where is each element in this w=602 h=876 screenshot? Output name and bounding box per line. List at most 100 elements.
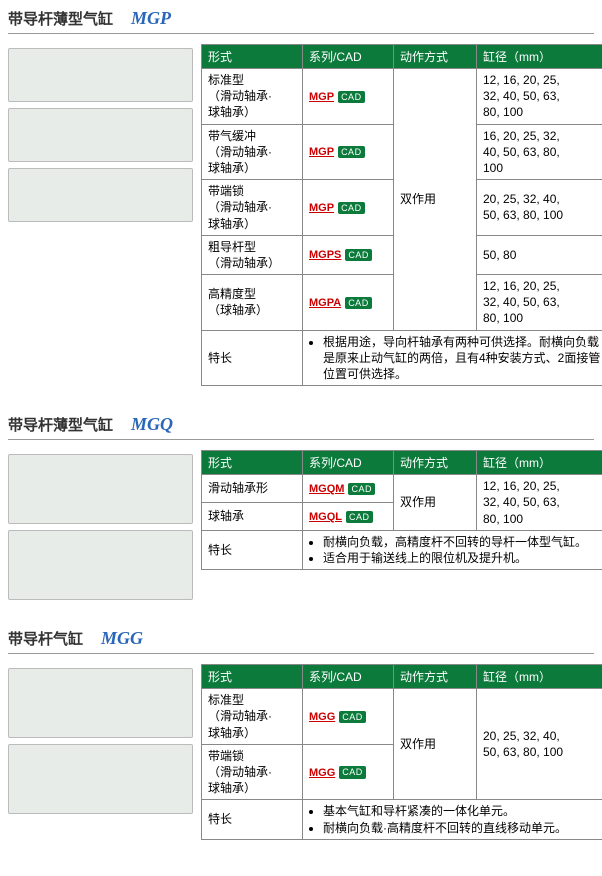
col-diameter: 缸径（mm） [477,451,602,475]
col-form: 形式 [202,665,303,689]
cell-feature: 根据用途，导向杆轴承有两种可供选择。耐横向负载是原来止动气缸的两倍，且有4种安装… [303,330,602,386]
cell-feature-label: 特长 [202,530,303,569]
cad-badge[interactable]: CAD [338,146,365,158]
cell-form: 带端锁（滑动轴承·球轴承） [202,744,303,800]
product-image [8,450,193,600]
cell-series: MGQL CAD [303,502,394,530]
cell-diameter: 12, 16, 20, 25,32, 40, 50, 63,80, 100 [477,275,602,331]
series-link[interactable]: MGPA [309,297,341,309]
col-diameter: 缸径（mm） [477,665,602,689]
cell-diameter: 12, 16, 20, 25,32, 40, 50, 63,80, 100 [477,69,602,125]
cad-badge[interactable]: CAD [338,91,365,103]
col-action: 动作方式 [394,45,477,69]
section-body: 形式系列/CAD动作方式缸径（mm）标准型（滑动轴承·球轴承）MGGCAD双作用… [8,664,594,840]
col-action: 动作方式 [394,451,477,475]
product-image-box [8,744,193,814]
spec-table: 形式系列/CAD动作方式缸径（mm）标准型（滑动轴承·球轴承）MGPCAD双作用… [201,44,602,386]
spec-table-body: 标准型（滑动轴承·球轴承） MGG CAD 双作用20, 25, 32, 40,50,… [202,689,602,840]
cell-form: 球轴承 [202,502,303,530]
cell-action: 双作用 [394,69,477,331]
col-series: 系列/CAD [303,45,394,69]
cell-diameter: 20, 25, 32, 40,50, 63, 80, 100 [477,689,602,800]
cell-series: MGG CAD [303,744,394,800]
product-image-box [8,454,193,524]
section-body: 形式系列/CAD动作方式缸径（mm）滑动轴承形MGQMCAD双作用12, 16,… [8,450,594,600]
section-header: 带导杆气缸 MGG [8,628,594,654]
cell-form: 滑动轴承形 [202,475,303,503]
cell-feature: 耐横向负载，高精度杆不回转的导杆一体型气缸。适合用于输送线上的限位机及提升机。 [303,530,602,569]
product-image-box [8,108,193,162]
table-row: 标准型（滑动轴承·球轴承）MGPCAD双作用12, 16, 20, 25,32,… [202,69,602,125]
table-row: 特长耐横向负载，高精度杆不回转的导杆一体型气缸。适合用于输送线上的限位机及提升机… [202,530,602,569]
product-section: 带导杆薄型气缸MGP形式系列/CAD动作方式缸径（mm）标准型（滑动轴承·球轴承… [8,8,594,386]
spec-table-body: 标准型（滑动轴承·球轴承）MGPCAD双作用12, 16, 20, 25,32,… [202,69,602,386]
cell-form: 高精度型（球轴承） [202,275,303,331]
spec-table-header: 形式系列/CAD动作方式缸径（mm） [202,451,602,475]
cell-action: 双作用 [394,475,477,531]
cell-form: 粗导杆型（滑动轴承） [202,235,303,274]
cell-diameter: 16, 20, 25, 32,40, 50, 63, 80,100 [477,124,602,180]
feature-list: 根据用途，导向杆轴承有两种可供选择。耐横向负载是原来止动气缸的两倍，且有4种安装… [309,334,602,383]
spec-table: 形式系列/CAD动作方式缸径（mm）标准型（滑动轴承·球轴承） MGG CAD 双作用… [201,664,602,840]
feature-item: 根据用途，导向杆轴承有两种可供选择。耐横向负载是原来止动气缸的两倍，且有4种安装… [323,334,602,383]
series-link[interactable]: MGG [309,767,335,779]
series-link[interactable]: MGQL [309,511,342,523]
section-code: MGG [101,628,143,648]
cad-badge[interactable]: CAD [345,249,372,261]
series-link[interactable]: MGG [309,711,335,723]
cad-badge[interactable]: CAD [348,483,375,495]
table-row: 形式系列/CAD动作方式缸径（mm） [202,45,602,69]
section-header: 带导杆薄型气缸 MGP [8,8,594,34]
spec-table: 形式系列/CAD动作方式缸径（mm）滑动轴承形MGQMCAD双作用12, 16,… [201,450,602,570]
table-row: 特长基本气缸和导杆紧凑的一体化单元。耐横向负载·高精度杆不回转的直线移动单元。 [202,800,602,839]
table-row: 形式系列/CAD动作方式缸径（mm） [202,665,602,689]
cad-badge[interactable]: CAD [346,511,373,523]
cell-series: MGG CAD [303,689,394,745]
product-section: 带导杆气缸MGG形式系列/CAD动作方式缸径（mm）标准型（滑动轴承·球轴承）M… [8,628,594,840]
table-row: 形式系列/CAD动作方式缸径（mm） [202,451,602,475]
feature-item: 适合用于输送线上的限位机及提升机。 [323,550,602,566]
cell-diameter: 20, 25, 32, 40,50, 63, 80, 100 [477,180,602,236]
series-link[interactable]: MGQM [309,483,344,495]
section-title: 带导杆气缸 [8,631,83,648]
col-form: 形式 [202,45,303,69]
cell-diameter: 50, 80 [477,235,602,274]
series-link[interactable]: MGP [309,91,334,103]
product-image-box [8,168,193,222]
product-image-box [8,668,193,738]
cad-badge[interactable]: CAD [339,766,366,778]
section-title: 带导杆薄型气缸 [8,11,113,28]
cell-form: 标准型（滑动轴承·球轴承） [202,689,303,745]
series-link[interactable]: MGP [309,146,334,158]
product-section: 带导杆薄型气缸MGQ形式系列/CAD动作方式缸径（mm）滑动轴承形MGQMCAD… [8,414,594,600]
feature-list: 耐横向负载，高精度杆不回转的导杆一体型气缸。适合用于输送线上的限位机及提升机。 [309,534,602,566]
spec-table-header: 形式系列/CAD动作方式缸径（mm） [202,665,602,689]
cad-badge[interactable]: CAD [338,202,365,214]
feature-item: 耐横向负载·高精度杆不回转的直线移动单元。 [323,820,602,836]
spec-table-header: 形式系列/CAD动作方式缸径（mm） [202,45,602,69]
col-series: 系列/CAD [303,451,394,475]
col-series: 系列/CAD [303,665,394,689]
cell-series: MGP CAD [303,124,394,180]
series-link[interactable]: MGPS [309,249,341,261]
table-row: 滑动轴承形MGQMCAD双作用12, 16, 20, 25,32, 40, 50… [202,475,602,503]
section-code: MGP [131,8,171,28]
feature-item: 耐横向负载，高精度杆不回转的导杆一体型气缸。 [323,534,602,550]
col-form: 形式 [202,451,303,475]
cell-action: 双作用 [394,689,477,800]
cell-series: MGP CAD [303,69,394,125]
section-title: 带导杆薄型气缸 [8,417,113,434]
cell-series: MGP CAD [303,180,394,236]
cell-feature-label: 特长 [202,330,303,386]
col-diameter: 缸径（mm） [477,45,602,69]
cell-diameter: 12, 16, 20, 25,32, 40, 50, 63,80, 100 [477,475,602,531]
series-link[interactable]: MGP [309,202,334,214]
cad-badge[interactable]: CAD [339,711,366,723]
cell-form: 带气缓冲（滑动轴承·球轴承） [202,124,303,180]
spec-table-body: 滑动轴承形 MGQM CAD 双作用12, 16, 20, 25,32, 40, 50… [202,475,602,570]
section-body: 形式系列/CAD动作方式缸径（mm）标准型（滑动轴承·球轴承）MGPCAD双作用… [8,44,594,386]
cell-series: MGQM CAD [303,475,394,503]
table-row: 标准型（滑动轴承·球轴承）MGGCAD双作用20, 25, 32, 40,50,… [202,689,602,745]
product-image-box [8,48,193,102]
cad-badge[interactable]: CAD [345,297,372,309]
